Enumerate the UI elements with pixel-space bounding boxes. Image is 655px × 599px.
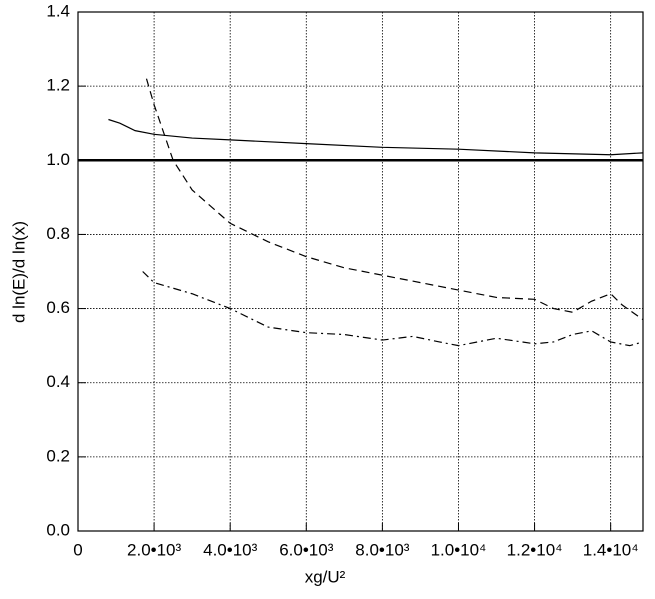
plot-frame <box>77 11 644 532</box>
x-axis-label: xg/U² <box>305 567 346 586</box>
x-tick-label: 2.0•10³ <box>127 540 181 559</box>
data-line <box>108 118 644 156</box>
y-tick-label: 0.0 <box>46 520 70 539</box>
x-tick-label: 0 <box>73 540 82 559</box>
y-tick-label: 1.2 <box>46 76 70 95</box>
y-tick-label: 1.0 <box>46 150 70 169</box>
y-tick-label: 0.2 <box>46 446 70 465</box>
x-tick-label: 1.4•10⁴ <box>583 540 639 559</box>
y-tick-label: 1.4 <box>46 1 70 20</box>
y-axis-label: d ln(E)/d ln(x) <box>9 221 28 323</box>
x-tick-label: 8.0•10³ <box>355 540 409 559</box>
x-tick-label: 4.0•10³ <box>203 540 257 559</box>
x-tick-label: 6.0•10³ <box>279 540 333 559</box>
data-line <box>142 271 644 347</box>
x-tick-label: 1.0•10⁴ <box>431 540 487 559</box>
data-line <box>145 78 644 321</box>
y-tick-label: 0.6 <box>46 298 70 317</box>
x-tick-label: 1.2•10⁴ <box>507 540 563 559</box>
y-tick-label: 0.4 <box>46 372 70 391</box>
y-tick-label: 0.8 <box>46 224 70 243</box>
